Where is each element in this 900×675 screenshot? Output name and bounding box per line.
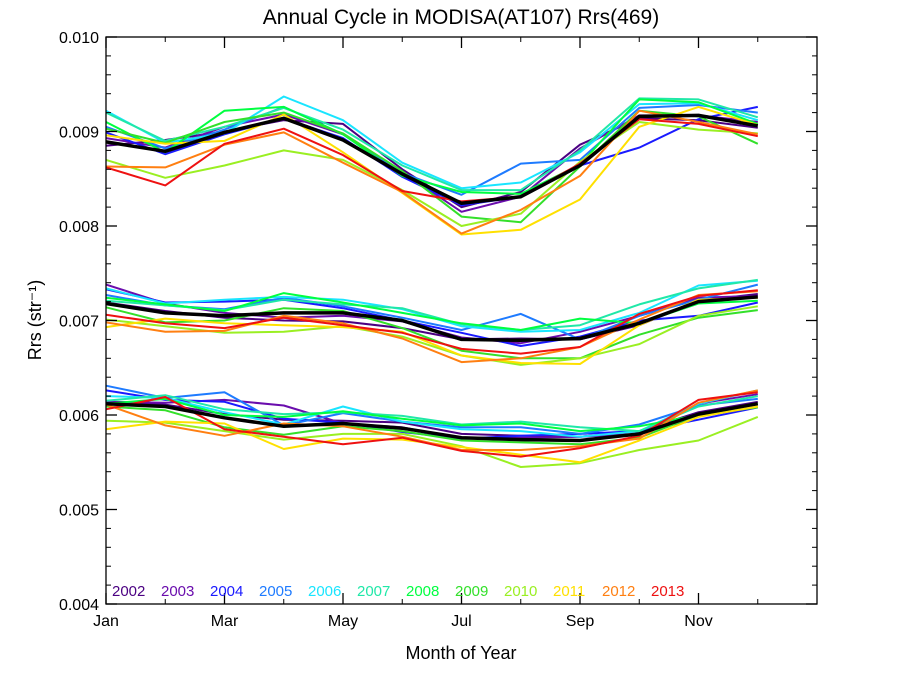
series-line-2009-group-1 — [105, 109, 759, 224]
x-tick-label: Sep — [566, 613, 595, 630]
series-line-2013-group-1 — [105, 118, 759, 203]
legend-entry-2009: 2009 — [455, 583, 488, 600]
y-tick-label: 0.009 — [59, 125, 99, 142]
y-axis-label: Rrs (str⁻¹) — [25, 280, 45, 360]
y-tick-label: 0.008 — [59, 219, 99, 236]
series-line-2012-group-2 — [105, 290, 758, 364]
legend-entry-2013: 2013 — [651, 583, 684, 600]
legend-entry-2012: 2012 — [602, 583, 635, 600]
x-tick-label: May — [328, 613, 358, 630]
y-tick-label: 0.007 — [59, 314, 99, 331]
series-line-2007-group-1 — [105, 97, 759, 192]
mean-line-group-2 — [105, 295, 758, 343]
x-tick-label: Mar — [211, 613, 239, 630]
series-line-2010-group-3 — [105, 415, 759, 468]
series-layer — [105, 95, 759, 468]
legend-entry-2002: 2002 — [112, 583, 145, 600]
series-line-2009-group-2 — [105, 306, 758, 360]
y-tick-label: 0.005 — [59, 503, 99, 520]
y-tick-label: 0.006 — [59, 408, 99, 425]
legend-entry-2005: 2005 — [259, 583, 292, 600]
series-line-2007-group-3 — [105, 394, 758, 433]
axes-layer: 0.004 0.005 0.006 0.007 0.008 0.009 0.010 Jan Ma… — [59, 30, 818, 630]
mean-line-group-3 — [105, 401, 759, 443]
legend-entry-2008: 2008 — [406, 583, 439, 600]
series-line-2012-group-1 — [105, 109, 759, 235]
legend-entry-2007: 2007 — [357, 583, 390, 600]
legend-entry-2010: 2010 — [504, 583, 537, 600]
series-line-2004-group-1 — [105, 105, 759, 207]
x-tick-label: Nov — [684, 613, 712, 630]
y-tick-label: 0.010 — [59, 30, 99, 47]
mean-line-group-1 — [105, 113, 759, 206]
x-axis-label: Month of Year — [405, 643, 516, 663]
x-tick-label: Jul — [451, 613, 471, 630]
legend: 2002 2003 2004 2005 2006 2007 2008 2009 2010 2011… — [112, 583, 684, 600]
legend-entry-2004: 2004 — [210, 583, 243, 600]
x-tick-label: Jan — [93, 613, 119, 630]
y-tick-label: 0.004 — [59, 597, 99, 614]
series-line-2008-group-3 — [105, 397, 758, 433]
chart-title: Annual Cycle in MODISA(AT107) Rrs(469) — [263, 6, 659, 29]
series-line-2013-group-2 — [105, 289, 758, 355]
legend-entry-2006: 2006 — [308, 583, 341, 600]
legend-entry-2011: 2011 — [553, 583, 585, 600]
legend-entry-2003: 2003 — [161, 583, 194, 600]
series-line-2008-group-1 — [105, 98, 759, 195]
